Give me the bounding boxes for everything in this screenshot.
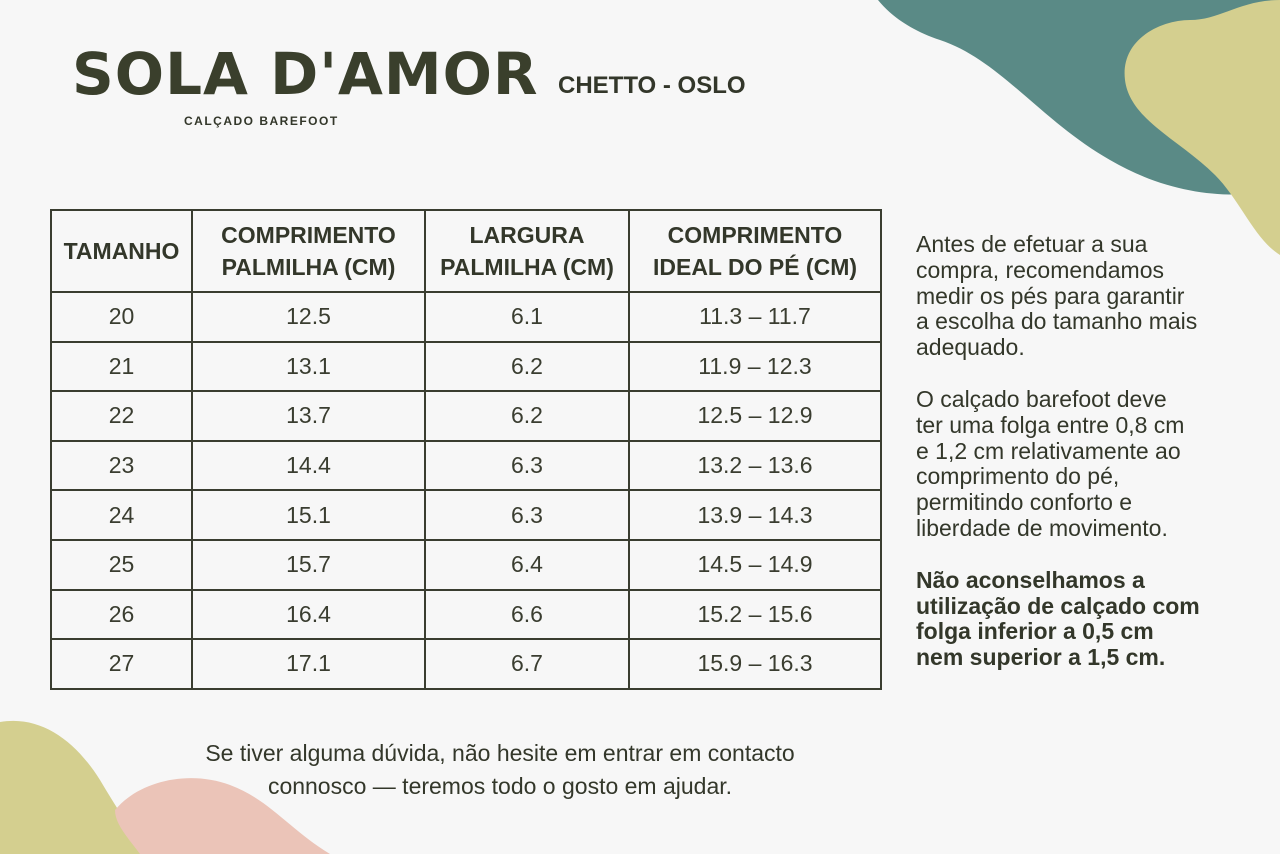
product-title: CHETTO - OSLO xyxy=(558,72,746,99)
size-table: TAMANHO COMPRIMENTO PALMILHA (CM) LARGURA PA… xyxy=(50,209,882,690)
text-line: Antes de efetuar a sua xyxy=(916,231,1148,257)
header-line: COMPRIMENTO xyxy=(221,222,396,248)
column-header: COMPRIMENTO IDEAL DO PÉ (CM) xyxy=(628,209,882,293)
table-cell: 14.4 xyxy=(191,439,426,492)
text-line: permitindo conforto e xyxy=(916,489,1133,516)
text-line: O calçado barefoot deve xyxy=(916,385,1167,412)
table-cell: 20 xyxy=(50,291,193,343)
text-line: medir os pés para garantir xyxy=(916,282,1185,309)
table-cell: 13.7 xyxy=(191,390,426,442)
table-cell: 6.7 xyxy=(424,638,630,690)
text-line: Não aconselhamos a xyxy=(916,566,1145,593)
text-line: folga inferior a 0,5 cm xyxy=(916,618,1154,645)
table-cell: 13.9 – 14.3 xyxy=(628,489,882,541)
table-cell: 6.2 xyxy=(424,340,630,393)
table-cell: 13.1 xyxy=(191,340,426,393)
header-line: TAMANHO xyxy=(63,238,180,264)
table-row: 27 17.1 6.7 15.9 – 16.3 xyxy=(50,638,882,690)
table-cell: 25 xyxy=(50,538,193,591)
table-cell: 6.6 xyxy=(424,588,630,641)
footer-line: Se tiver alguma dúvida, não hesite em en… xyxy=(205,740,795,766)
table-row: 21 13.1 6.2 11.9 – 12.3 xyxy=(50,340,882,393)
header-line: LARGURA xyxy=(469,222,585,248)
olive-blob-bottom xyxy=(0,720,150,854)
table-cell: 23 xyxy=(50,439,193,492)
paragraph: O calçado barefoot deve ter uma folga ent… xyxy=(916,385,1200,542)
table-row: 23 14.4 6.3 13.2 – 13.6 xyxy=(50,439,882,492)
table-cell: 12.5 xyxy=(191,291,426,343)
table-row: 24 15.1 6.3 13.9 – 14.3 xyxy=(50,489,882,541)
side-text: Antes de efetuar a sua compra, recomendam… xyxy=(916,231,1200,697)
table-cell: 6.3 xyxy=(424,489,630,541)
footer: Se tiver alguma dúvida, não hesite em en… xyxy=(150,737,850,803)
table-cell: 6.2 xyxy=(424,390,630,442)
table-cell: 15.9 – 16.3 xyxy=(628,638,882,690)
table-cell: 11.9 – 12.3 xyxy=(628,340,882,393)
column-header: LARGURA PALMILHA (CM) xyxy=(424,209,630,293)
table-row: 20 12.5 6.1 11.3 – 11.7 xyxy=(50,291,882,343)
paragraph: Não aconselhamos a utilização de calçado … xyxy=(916,566,1200,671)
footer-line: connosco — teremos todo o gosto em ajuda… xyxy=(267,773,733,799)
table-row: 26 16.4 6.6 15.2 – 15.6 xyxy=(50,588,882,641)
header-line: PALMILHA (CM) xyxy=(221,254,396,280)
text-line: adequado. xyxy=(916,334,1025,361)
table-cell: 27 xyxy=(50,638,193,690)
text-line: a escolha do tamanho mais xyxy=(916,308,1198,335)
table-cell: 12.5 – 12.9 xyxy=(628,390,882,442)
table-cell: 26 xyxy=(50,588,193,641)
table-cell: 6.4 xyxy=(424,538,630,591)
text-line: ter uma folga entre 0,8 cm xyxy=(916,411,1185,438)
table-row: 22 13.7 6.2 12.5 – 12.9 xyxy=(50,390,882,442)
header-line: COMPRIMENTO xyxy=(667,222,843,248)
table-cell: 17.1 xyxy=(191,638,426,690)
column-header: TAMANHO xyxy=(50,209,193,293)
table-cell: 6.1 xyxy=(424,291,630,343)
table-cell: 24 xyxy=(50,489,193,541)
header-row: TAMANHO COMPRIMENTO PALMILHA (CM) LARGURA PA… xyxy=(50,209,882,293)
table-cell: 16.4 xyxy=(191,588,426,641)
olive-blob xyxy=(1124,0,1280,255)
table-cell: 22 xyxy=(50,390,193,442)
pink-blob xyxy=(115,778,330,854)
paragraph: Antes de efetuar a sua compra, recomendam… xyxy=(916,231,1200,361)
text-line: utilização de calçado com xyxy=(916,592,1200,619)
header-line: PALMILHA (CM) xyxy=(440,254,614,280)
header-line: IDEAL DO PÉ (CM) xyxy=(652,254,858,280)
logo: SOLA D'AMOR xyxy=(72,40,539,108)
text-line: comprimento do pé, xyxy=(916,463,1120,490)
table-cell: 13.2 – 13.6 xyxy=(628,439,882,492)
table-cell: 14.5 – 14.9 xyxy=(628,538,882,591)
column-header: COMPRIMENTO PALMILHA (CM) xyxy=(191,209,426,293)
text-line: e 1,2 cm relativamente ao xyxy=(916,437,1181,464)
table-cell: 21 xyxy=(50,340,193,393)
table-cell: 15.1 xyxy=(191,489,426,541)
tagline: CALÇADO BAREFOOT xyxy=(184,114,339,128)
text-line: nem superior a 1,5 cm. xyxy=(916,644,1166,671)
text-line: compra, recomendamos xyxy=(916,256,1164,283)
table-cell: 15.2 – 15.6 xyxy=(628,588,882,641)
text-line: liberdade de movimento. xyxy=(916,514,1168,541)
table-row: 25 15.7 6.4 14.5 – 14.9 xyxy=(50,538,882,591)
table-cell: 15.7 xyxy=(191,538,426,591)
table-cell: 6.3 xyxy=(424,439,630,492)
table-cell: 11.3 – 11.7 xyxy=(628,291,882,343)
